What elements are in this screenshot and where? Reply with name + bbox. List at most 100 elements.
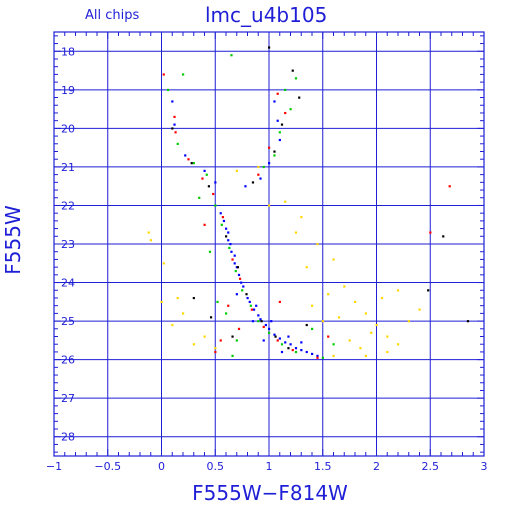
data-point [190,162,193,165]
data-point [242,285,245,288]
data-point [221,216,224,219]
data-point [262,339,265,342]
x-tick-label: 2.5 [422,460,440,473]
x-tick-label: 0.5 [207,460,225,473]
y-tick-label: 26 [61,354,75,367]
data-point [245,293,248,296]
x-tick-label: 1 [266,460,273,473]
data-point [305,323,308,327]
chart-title: lmc_u4b105 [205,3,327,27]
x-tick-label: 0 [158,460,165,473]
data-point [418,308,421,311]
data-point [219,212,222,215]
data-point [149,239,152,242]
data-point [198,196,201,199]
data-point [337,316,341,319]
data-point [182,73,185,76]
y-tick-label: 25 [61,315,75,328]
data-point [316,243,319,246]
y-tick-label: 24 [61,277,75,290]
x-axis-title: F555W−F814W [192,481,348,505]
data-point [316,354,319,357]
data-point [187,158,190,161]
data-point [227,304,230,307]
data-point [231,335,234,338]
data-point [278,131,281,134]
data-point [182,312,185,315]
x-tick-label: −1 [46,460,62,473]
data-point [147,231,150,234]
data-point [268,46,271,49]
data-point [192,343,195,346]
data-point [287,335,290,338]
data-point [332,343,335,346]
data-point [171,100,174,103]
y-tick-label: 22 [61,199,75,212]
data-point [273,100,276,103]
data-point [235,339,238,342]
data-point [227,239,230,242]
data-point [262,325,265,329]
data-point [429,231,432,234]
data-point [162,73,165,76]
data-point [203,223,206,226]
data-point [235,293,238,296]
data-point [248,300,251,304]
data-point [397,289,400,292]
data-point [184,154,187,157]
data-point [209,316,213,319]
data-point [162,262,165,265]
data-point [227,231,230,234]
data-point [380,296,384,300]
data-point [249,304,252,307]
y-tick-label: 18 [61,45,75,58]
data-point [166,88,170,92]
data-point [268,331,271,334]
data-point [466,320,470,323]
data-point [259,318,262,321]
data-point [427,289,430,292]
data-point [442,235,445,238]
data-point [407,320,410,323]
data-point [240,281,243,284]
data-point [364,312,367,315]
data-point [348,339,351,342]
axes [53,31,485,457]
data-point [212,192,215,196]
data-point [251,320,255,323]
data-point [207,185,210,188]
data-point [274,335,277,338]
data-point [370,331,373,334]
data-point [364,354,367,357]
data-point [219,339,222,342]
data-point [294,347,298,350]
data-point [171,323,174,327]
data-point [359,347,362,350]
data-point [300,341,303,344]
data-point [268,327,271,330]
data-point [321,320,324,323]
data-point [262,165,265,169]
data-point [251,181,255,184]
data-point [220,223,223,226]
data-point [237,327,241,330]
data-point [343,285,346,288]
data-point [284,88,287,92]
y-tick-label: 21 [61,161,75,174]
data-point [173,115,176,118]
data-point [327,335,330,338]
data-point [289,343,292,346]
data-point [278,337,281,340]
data-point [238,277,242,280]
data-point [241,289,244,292]
data-point [278,138,281,142]
data-point [386,335,389,338]
y-tick-label: 19 [61,84,75,97]
data-point [216,300,219,304]
data-point [237,273,241,277]
data-point [257,165,260,169]
y-tick-label: 23 [61,238,75,251]
data-point [291,69,294,72]
data-point [294,231,298,234]
